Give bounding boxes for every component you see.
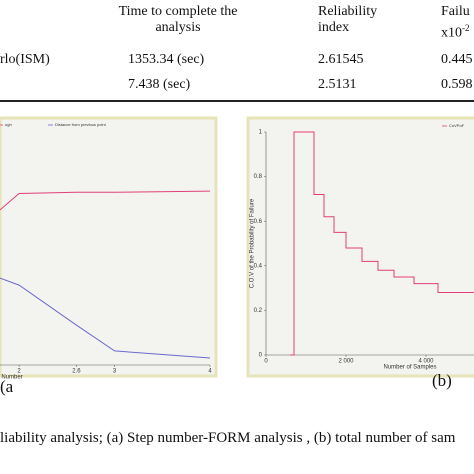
x-tick-label: 2 000 [338, 359, 354, 365]
cell: 7.438 (sec) [128, 77, 191, 92]
figure-label: (b) [432, 371, 452, 390]
figure-label: (a [0, 377, 14, 396]
unit: x10 [441, 25, 462, 41]
x-tick-label: 0 [264, 359, 268, 365]
table-rule [0, 100, 474, 102]
exponent: -2 [462, 23, 470, 33]
cell: 1353.34 (sec) [128, 52, 205, 67]
header-time: Time to complete the analysis [118, 4, 238, 35]
y-tick-label: 0.6 [254, 219, 263, 225]
header-unit: x10-2 [441, 20, 470, 42]
cell: 2.5131 [318, 77, 357, 92]
cell: rlo(ISM) [0, 52, 50, 67]
y-tick-label: 0 [259, 353, 263, 359]
x-tick-label: 4 [208, 369, 212, 375]
x-axis-label: Step Number [0, 375, 23, 381]
header-failure: Failu [441, 4, 470, 19]
cell: 2.61545 [318, 52, 364, 67]
panel-a [0, 116, 218, 378]
y-tick-label: 1 [259, 130, 263, 136]
cell: 0.598 [441, 77, 473, 92]
y-axis-label: C.O.V of the Probability of Failure [250, 198, 256, 288]
series-line [0, 190, 211, 211]
series-line [290, 131, 474, 356]
caption: liability analysis; (a) Step number-FORM… [0, 430, 456, 446]
y-tick-label: 0.8 [254, 174, 263, 180]
series-line [0, 277, 211, 359]
x-axis-label: Number of Samples [383, 365, 436, 371]
cell: 0.445 [441, 52, 473, 67]
y-tick-label: 0.4 [254, 263, 263, 269]
x-tick-label: 2.6 [72, 369, 81, 375]
x-tick-label: 3 [113, 369, 117, 375]
panel-b [246, 116, 474, 378]
header-reliability: Reliability index [318, 4, 378, 35]
y-tick-label: 0.2 [254, 308, 263, 314]
legend-label: ugh [5, 122, 12, 127]
legend-label: Distance from previous point [55, 122, 107, 127]
x-tick-label: 2 [17, 369, 21, 375]
x-tick-label: 4 000 [418, 359, 434, 365]
legend-label: CoVPoF [449, 123, 465, 128]
